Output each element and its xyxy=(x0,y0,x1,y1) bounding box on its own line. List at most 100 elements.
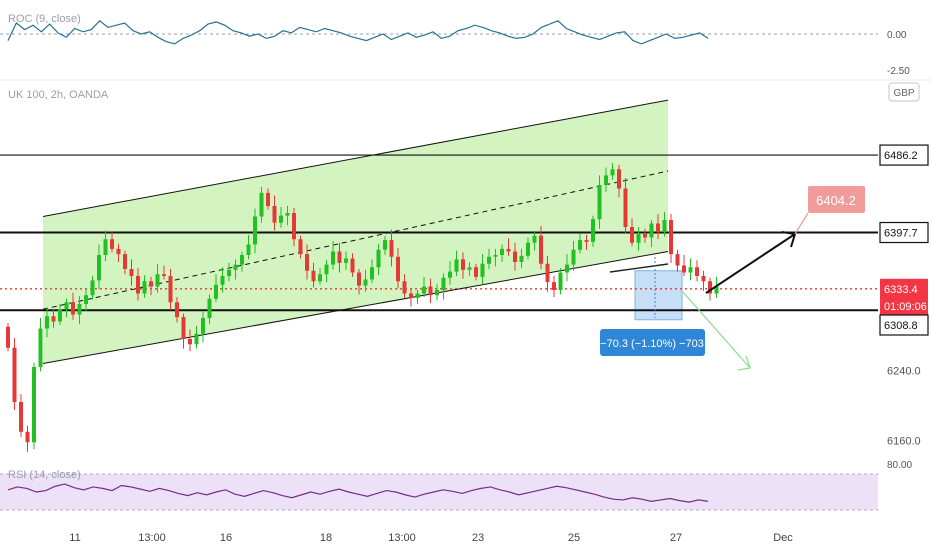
candle xyxy=(448,261,452,285)
candle-body xyxy=(649,223,654,238)
candle-body xyxy=(6,326,10,348)
bar-countdown-tag: 01:09:06 xyxy=(880,295,928,316)
roc-label: ROC (9, close) xyxy=(8,13,81,25)
candle xyxy=(214,274,218,303)
candle-body xyxy=(643,234,647,238)
time-axis-label: Dec xyxy=(773,532,793,544)
candle-body xyxy=(344,258,348,263)
candle xyxy=(246,234,251,260)
candle xyxy=(259,186,264,223)
candle-body xyxy=(623,188,628,227)
candle-body xyxy=(350,258,355,273)
candle xyxy=(584,234,589,250)
candle-body xyxy=(84,295,88,304)
candle-body xyxy=(175,302,179,318)
price-tag-label: 6333.4 xyxy=(884,284,918,296)
price-tag-6397[interactable]: 6397.7 xyxy=(879,221,929,244)
candle-body xyxy=(441,277,446,290)
measure-callout[interactable]: −70.3 (−1.10%) −703 xyxy=(600,329,705,356)
candle xyxy=(695,260,699,282)
target-price-callout[interactable]: 6404.2 xyxy=(794,186,865,235)
candle-body xyxy=(110,239,114,249)
candle-body xyxy=(454,259,459,272)
measure-box[interactable] xyxy=(634,270,683,321)
candle-body xyxy=(246,244,251,255)
roc-lower-axis-label: -2.50 xyxy=(887,66,910,77)
channel-upper-line[interactable] xyxy=(42,99,669,217)
candle xyxy=(363,269,368,292)
price-tag-box xyxy=(880,278,928,299)
price-pane[interactable]: UK 100, 2h, OANDA GBP 6404.2 −70.3 (−1.1… xyxy=(0,82,920,452)
candle-body xyxy=(428,286,433,296)
price-axis[interactable]: 6240.0 6160.0 6486.2 6397.7 6333.4 01:09… xyxy=(879,144,929,448)
time-axis-label: 16 xyxy=(220,532,232,544)
candle-body xyxy=(409,293,413,298)
candle-body xyxy=(500,248,504,255)
candle-body xyxy=(714,286,719,294)
time-axis[interactable]: 11 13:00 16 18 13:00 23 25 27 Dec xyxy=(69,532,793,544)
candle xyxy=(331,241,335,270)
candle-body xyxy=(435,290,439,296)
candle xyxy=(415,290,420,304)
channel-lower-line[interactable] xyxy=(42,251,669,364)
candle xyxy=(149,276,153,296)
candle xyxy=(604,167,608,192)
candle xyxy=(565,254,569,282)
candle-body xyxy=(513,251,517,262)
candle xyxy=(409,288,413,307)
trend-stub-line[interactable] xyxy=(609,263,669,273)
candle-body xyxy=(324,264,329,275)
projection-up-line[interactable] xyxy=(705,233,796,294)
candle-body xyxy=(259,192,264,217)
candle-body xyxy=(695,267,699,276)
candle xyxy=(610,163,615,180)
rsi-pane: RSI (14, close) 80.00 xyxy=(0,460,912,511)
currency-badge[interactable]: GBP xyxy=(888,82,920,102)
candle xyxy=(539,226,543,269)
candle xyxy=(708,277,712,301)
price-axis-label: 6160.0 xyxy=(887,436,921,448)
candle xyxy=(474,263,478,281)
candle-body xyxy=(155,274,160,287)
candle-body xyxy=(38,328,43,367)
price-tag-6486[interactable]: 6486.2 xyxy=(879,144,929,166)
rsi-label: RSI (14, close) xyxy=(8,469,81,481)
candle-body xyxy=(402,281,407,294)
candle xyxy=(532,232,537,251)
candle-body xyxy=(708,281,712,294)
candle xyxy=(168,269,173,311)
candle xyxy=(383,235,387,255)
projection-down-line[interactable] xyxy=(682,291,751,369)
candle-body xyxy=(662,220,667,233)
candle-body xyxy=(45,316,49,329)
candle-body xyxy=(389,240,394,257)
price-tag-6308[interactable]: 6308.8 xyxy=(879,314,929,336)
candle-body xyxy=(58,309,62,322)
price-tag-label: 6486.2 xyxy=(884,150,918,162)
projection-down-arrowhead-icon xyxy=(737,355,751,371)
candle-body xyxy=(415,293,420,298)
candle-body xyxy=(64,302,69,310)
candle-body xyxy=(12,347,17,402)
measure-label-box xyxy=(600,329,705,356)
candle xyxy=(32,362,36,450)
candle-body xyxy=(591,219,595,242)
candle xyxy=(77,296,82,325)
candle xyxy=(467,262,472,276)
channel-median-line[interactable] xyxy=(42,170,669,310)
candle xyxy=(194,325,199,349)
candle-body xyxy=(357,272,361,286)
candle xyxy=(324,260,329,283)
target-price-pointer xyxy=(794,212,809,235)
current-price-tag[interactable]: 6333.4 xyxy=(880,278,928,299)
candle-body xyxy=(480,263,485,277)
candle xyxy=(649,220,654,248)
candle xyxy=(188,329,192,352)
candlestick-series xyxy=(6,163,719,452)
candle-body xyxy=(32,367,36,443)
candle xyxy=(435,283,439,301)
candle-body xyxy=(129,269,134,276)
candle-body xyxy=(214,284,218,299)
candle xyxy=(220,267,225,293)
